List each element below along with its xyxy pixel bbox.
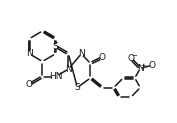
Text: −: − — [131, 53, 137, 59]
Text: O: O — [128, 54, 135, 63]
Text: HN: HN — [49, 72, 62, 81]
Text: O: O — [148, 61, 155, 70]
FancyBboxPatch shape — [28, 51, 31, 56]
Text: O: O — [99, 53, 106, 62]
FancyBboxPatch shape — [52, 74, 59, 79]
FancyBboxPatch shape — [54, 44, 57, 49]
Text: +: + — [140, 63, 146, 69]
FancyBboxPatch shape — [76, 85, 79, 90]
Text: N: N — [26, 49, 33, 58]
Text: N: N — [65, 65, 72, 74]
Text: S: S — [53, 42, 58, 51]
FancyBboxPatch shape — [129, 56, 133, 62]
FancyBboxPatch shape — [67, 67, 70, 72]
FancyBboxPatch shape — [150, 63, 153, 68]
Text: N: N — [137, 64, 144, 73]
FancyBboxPatch shape — [80, 51, 83, 56]
FancyBboxPatch shape — [101, 55, 104, 60]
Text: N: N — [78, 49, 85, 58]
FancyBboxPatch shape — [139, 66, 142, 71]
Text: S: S — [75, 83, 80, 92]
Text: O: O — [26, 80, 33, 89]
FancyBboxPatch shape — [28, 82, 31, 87]
